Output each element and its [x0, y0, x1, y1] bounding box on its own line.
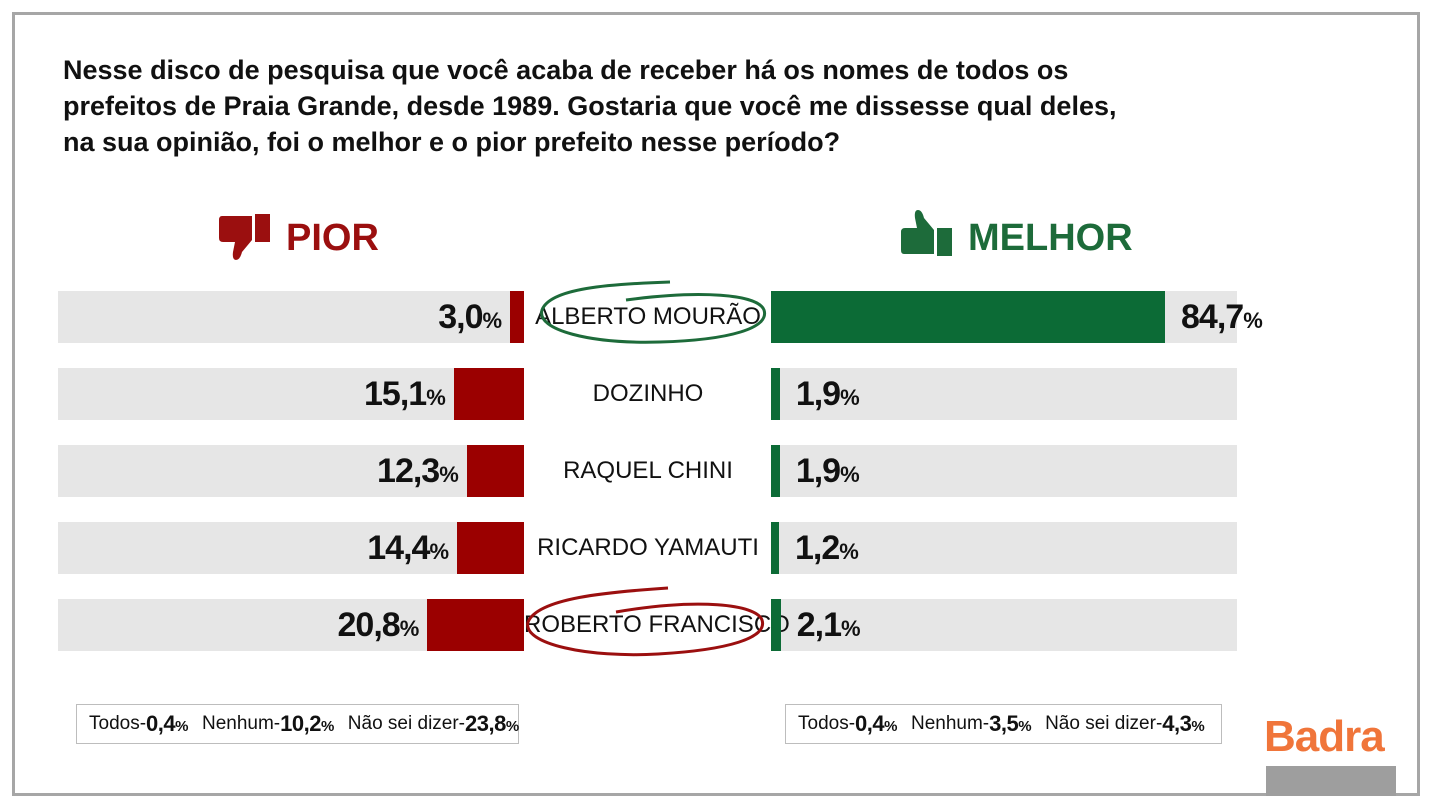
data-label-pior: 20,8% — [338, 599, 420, 651]
percent-sign: % — [482, 308, 503, 333]
row-background-melhor — [771, 522, 1237, 574]
pior-header-label: PIOR — [286, 216, 379, 259]
percent-sign: % — [840, 385, 860, 410]
legend-value: 0,4 — [146, 711, 176, 736]
data-label-value: 12,3 — [377, 452, 440, 490]
percent-sign: % — [505, 718, 519, 735]
percent-sign: % — [841, 616, 861, 641]
legend-label: Todos- — [89, 713, 147, 734]
data-label-pior: 15,1% — [364, 368, 446, 420]
legend-value: 23,8 — [465, 711, 506, 736]
data-label-pior: 3,0% — [438, 291, 502, 343]
data-label-value: 20,8 — [337, 606, 401, 644]
category-label: DOZINHO — [592, 380, 704, 407]
data-label-value: 84,7 — [1181, 298, 1244, 336]
bar-pior — [453, 368, 524, 420]
percent-sign: % — [439, 462, 459, 487]
bar-pior — [510, 291, 524, 343]
pior-header: PIOR — [218, 208, 379, 268]
category-label: ALBERTO MOURÃO — [535, 303, 761, 330]
data-label-melhor: 1,9% — [796, 368, 860, 420]
row-background-melhor — [771, 445, 1237, 497]
melhor-header-label: MELHOR — [968, 216, 1133, 259]
percent-sign: % — [429, 539, 450, 564]
legend-label: Nenhum- — [910, 713, 990, 734]
legend-value: 10,2 — [280, 711, 321, 736]
row-background-pior — [58, 445, 524, 497]
data-label-melhor: 1,2% — [795, 522, 859, 574]
melhor-legend: Todos- 0,4% Nenhum- 3,5% Não sei dizer- … — [785, 704, 1222, 744]
data-label-value: 2,1 — [796, 606, 842, 644]
brand-bar — [1266, 766, 1396, 796]
data-label-value: 1,9 — [795, 452, 841, 490]
legend-label: Não sei dizer- — [347, 713, 466, 734]
percent-sign: % — [320, 718, 334, 735]
percent-sign: % — [175, 718, 188, 735]
data-label-melhor: 84,7% — [1181, 291, 1263, 343]
bar-melhor — [771, 522, 779, 574]
chart-frame — [12, 12, 1420, 796]
percent-sign: % — [839, 539, 859, 564]
percent-sign: % — [1243, 308, 1263, 333]
row-background-melhor — [771, 368, 1237, 420]
percent-sign: % — [426, 385, 446, 410]
bar-pior — [457, 522, 524, 574]
legend-value: 3,5 — [989, 711, 1019, 736]
data-label-melhor: 1,9% — [796, 445, 860, 497]
chart-question: Nesse disco de pesquisa que você acaba d… — [63, 55, 1117, 157]
bar-pior — [466, 445, 524, 497]
legend-label: Todos- — [798, 713, 856, 734]
row-background-pior — [58, 291, 524, 343]
legend-value: 4,3 — [1162, 711, 1192, 736]
percent-sign: % — [1018, 718, 1032, 735]
brand-logo: Badra — [1264, 712, 1385, 761]
thumbs-down-icon — [218, 212, 274, 272]
legend-label: Nenhum- — [201, 713, 281, 734]
percent-sign: % — [884, 718, 897, 735]
data-label-value: 14,4 — [367, 529, 430, 567]
data-label-pior: 12,3% — [377, 445, 459, 497]
category-label: RICARDO YAMAUTI — [537, 534, 759, 561]
melhor-header: MELHOR — [900, 208, 1133, 268]
bar-pior — [427, 599, 524, 651]
data-label-value: 1,9 — [795, 375, 841, 413]
percent-sign: % — [1191, 718, 1205, 735]
row-background-melhor — [771, 599, 1237, 651]
percent-sign: % — [399, 616, 420, 641]
bar-melhor — [771, 445, 780, 497]
thumbs-up-icon — [900, 208, 956, 268]
legend-value: 0,4 — [855, 711, 885, 736]
data-label-pior: 14,4% — [367, 522, 449, 574]
data-label-value: 15,1 — [364, 375, 427, 413]
bar-melhor — [771, 291, 1165, 343]
legend-label: Não sei dizer- — [1045, 713, 1163, 734]
category-label: ROBERTO FRANCISCO — [524, 611, 790, 638]
pior-legend: Todos- 0,4% Nenhum- 10,2% Não sei dizer-… — [76, 704, 519, 744]
category-label: RAQUEL CHINI — [563, 457, 733, 484]
row-background-pior — [58, 522, 524, 574]
bar-melhor — [771, 599, 781, 651]
data-label-melhor: 2,1% — [797, 599, 861, 651]
data-label-value: 1,2 — [795, 529, 840, 567]
bar-melhor — [771, 368, 780, 420]
data-label-value: 3,0 — [438, 298, 483, 336]
percent-sign: % — [840, 462, 860, 487]
row-background-pior — [58, 368, 524, 420]
